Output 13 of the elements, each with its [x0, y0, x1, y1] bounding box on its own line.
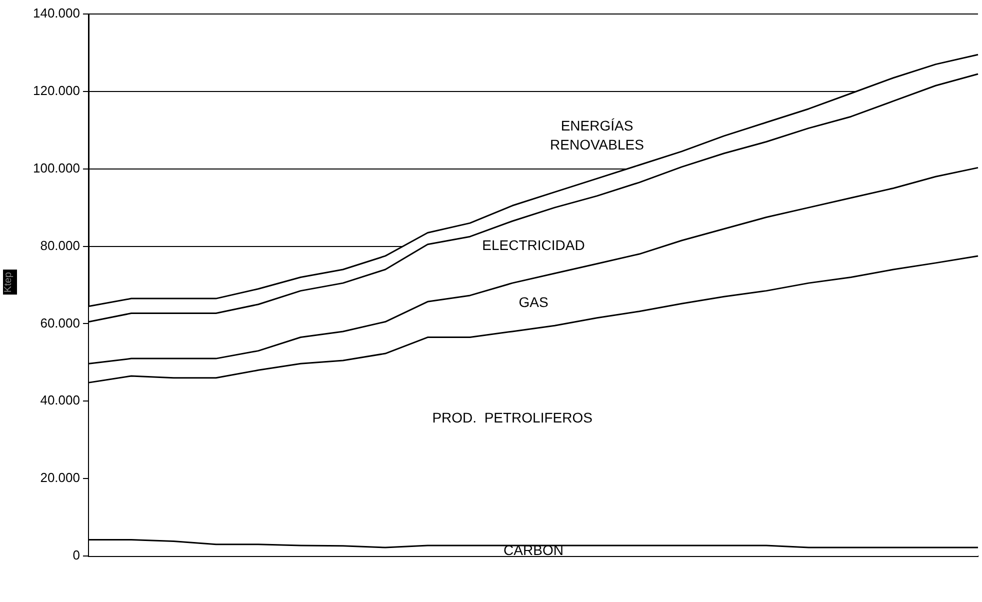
series-label: ENERGÍAS RENOVABLES: [550, 117, 644, 152]
series-label: GAS: [518, 294, 548, 310]
y-tick-label: 100.000: [32, 160, 80, 176]
y-tick-label: 140.000: [32, 6, 80, 21]
y-tick-label: 0: [72, 548, 80, 563]
y-tick-label: 60.000: [40, 315, 80, 330]
y-tick-label: 20.000: [40, 470, 80, 486]
y-tick-label: 120.000: [32, 83, 80, 98]
y-tick-label: 80.000: [40, 238, 80, 253]
y-tick-label: 40.000: [40, 392, 80, 408]
series-label: PROD. PETROLIFEROS: [432, 409, 592, 426]
y-axis-title: Ktep: [3, 270, 17, 295]
series-label: ELECTRICIDAD: [482, 237, 585, 254]
